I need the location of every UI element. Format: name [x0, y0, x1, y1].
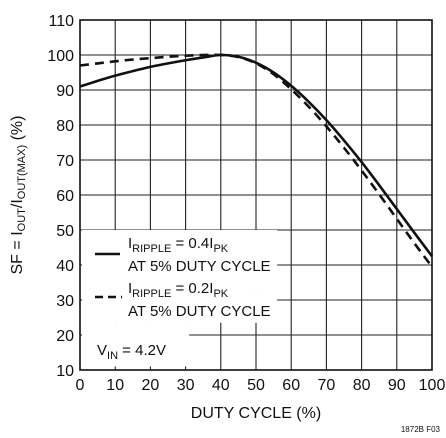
series-line-solid: [79, 53, 434, 258]
legend-background: [82, 230, 278, 367]
legend-label-dashed-line2: AT 5% DUTY CYCLE: [128, 303, 271, 320]
x-tick-label: 0: [76, 377, 85, 394]
y-tick-label: 30: [56, 293, 74, 310]
x-tick-label: 50: [247, 377, 265, 394]
y-tick-label: 100: [47, 48, 74, 65]
y-axis-label: SF = IOUT/IOUT(MAX) (%): [9, 116, 28, 275]
x-tick-label: 80: [353, 377, 371, 394]
plot-frame: [79, 19, 433, 371]
x-tick-label: 70: [318, 377, 336, 394]
figure-id: 1872B F03: [401, 425, 441, 434]
y-axis-ticks: 10 20 30 40 50 60 70 80 90 100 110: [47, 13, 74, 380]
legend-label-solid: IRIPPLE = 0.4IPK: [128, 235, 229, 255]
series-line-dashed: [79, 53, 434, 268]
legend-label-dashed: IRIPPLE = 0.2IPK: [128, 280, 229, 300]
y-tick-label: 50: [56, 223, 74, 240]
y-tick-label: 90: [56, 83, 74, 100]
x-tick-label: 10: [106, 377, 124, 394]
x-tick-label: 40: [212, 377, 230, 394]
y-tick-label: 60: [56, 188, 74, 205]
x-axis-ticks: 0 10 20 30 40 50 60 70 80 90 100: [76, 377, 446, 394]
x-tick-label: 30: [177, 377, 195, 394]
y-tick-label: 20: [56, 328, 74, 345]
vin-annotation: VIN = 4.2V: [97, 342, 166, 362]
x-tick-label: 60: [282, 377, 300, 394]
x-tick-label: 90: [388, 377, 406, 394]
legend-box-vin: [82, 322, 190, 367]
y-tick-label: 70: [56, 153, 74, 170]
y-tick-label: 40: [56, 258, 74, 275]
legend: IRIPPLE = 0.4IPK AT 5% DUTY CYCLE IRIPPL…: [95, 235, 271, 362]
x-tick-label: 20: [142, 377, 160, 394]
y-tick-label: 10: [56, 363, 74, 380]
series-lines: [79, 53, 434, 268]
legend-label-solid-line2: AT 5% DUTY CYCLE: [128, 258, 271, 275]
x-axis-label: DUTY CYCLE (%): [191, 405, 321, 422]
legend-box-solid: [82, 230, 278, 292]
y-tick-label: 80: [56, 118, 74, 135]
x-tick-label: 100: [419, 377, 446, 394]
y-tick-label: 110: [48, 13, 74, 30]
